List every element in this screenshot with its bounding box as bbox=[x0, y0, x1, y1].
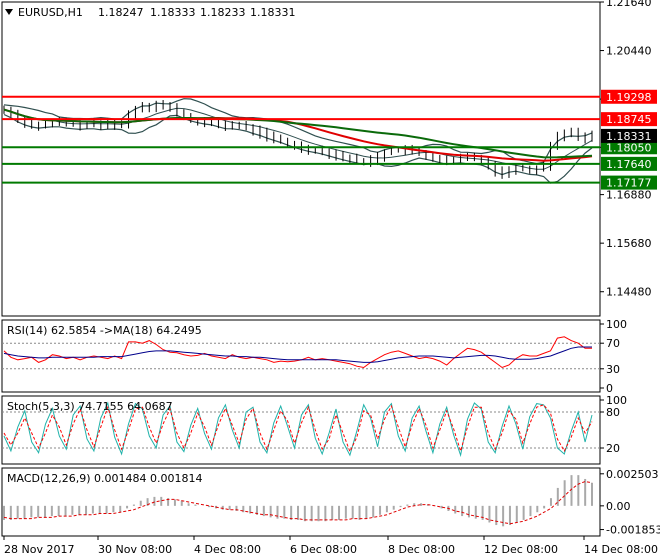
level-label: 1.18050 bbox=[606, 141, 652, 154]
level-label-box bbox=[601, 175, 657, 190]
rsi-y-tick-label: 100 bbox=[606, 318, 627, 331]
level-label-box bbox=[601, 112, 657, 127]
stoch-y-tick-label: 20 bbox=[606, 442, 620, 455]
rsi-y-tick-label: 70 bbox=[606, 337, 620, 350]
macd-title: MACD(12,26,9) 0.001484 0.001814 bbox=[7, 472, 203, 485]
bollinger-middle-line bbox=[3, 107, 593, 170]
price-y-tick-label: 1.15680 bbox=[606, 237, 652, 250]
rsi-pane[interactable] bbox=[1, 319, 601, 393]
level-label: 1.19298 bbox=[606, 91, 652, 104]
bollinger-lower-line bbox=[3, 113, 593, 184]
time-tick-label: 12 Dec 08:00 bbox=[484, 543, 558, 556]
stoch-pane[interactable] bbox=[1, 395, 601, 465]
level-label-box bbox=[601, 140, 657, 155]
time-tick-label: 14 Dec 08:00 bbox=[584, 543, 658, 556]
level-label: 1.18745 bbox=[606, 113, 652, 126]
current-price-box bbox=[601, 128, 657, 143]
time-tick-label: 4 Dec 08:00 bbox=[194, 543, 261, 556]
level-label: 1.17177 bbox=[606, 177, 652, 190]
ohlc-open: 1.18247 bbox=[98, 6, 144, 19]
rsi-marks: 100 70 30 0 bbox=[2, 318, 627, 395]
collapse-triangle-icon[interactable] bbox=[5, 9, 13, 15]
macd-y-tick-label: 0.00 bbox=[606, 500, 631, 513]
macd-y-tick-label: -0.001853 bbox=[606, 524, 660, 537]
time-tick-label: 28 Nov 2017 bbox=[4, 543, 74, 556]
current-price-label: 1.18331 bbox=[606, 130, 652, 143]
time-axis: 28 Nov 2017 30 Nov 08:00 4 Dec 08:00 6 Dec … bbox=[3, 536, 658, 556]
stoch-y-tick-label: 100 bbox=[606, 394, 627, 407]
rsi-title: RSI(14) 62.5854 ->MA(18) 64.2495 bbox=[7, 324, 202, 337]
price-y-tick-label: 1.21640 bbox=[606, 0, 652, 9]
level-label-box bbox=[601, 89, 657, 104]
macd-y-tick-label: 0.002503 bbox=[606, 468, 659, 481]
price-y-tick-label: 1.14480 bbox=[606, 286, 652, 299]
stoch-y-tick-label: 80 bbox=[606, 406, 620, 419]
rsi-series-line bbox=[3, 346, 592, 363]
price-title: EURUSD,H1 bbox=[18, 6, 83, 19]
rsi-y-tick-label: 0 bbox=[606, 382, 613, 395]
time-tick-label: 8 Dec 08:00 bbox=[388, 543, 455, 556]
level-label: 1.17640 bbox=[606, 158, 652, 171]
price-marks: 1.216401.204401.192401.180501.168801.156… bbox=[2, 0, 657, 299]
price-y-tick-label: 1.16880 bbox=[606, 189, 652, 202]
rsi-y-tick-label: 30 bbox=[606, 363, 620, 376]
time-tick-label: 30 Nov 08:00 bbox=[98, 543, 172, 556]
ohlc-close: 1.18331 bbox=[250, 6, 296, 19]
moving-average-green-line bbox=[3, 108, 593, 159]
time-tick-label: 6 Dec 08:00 bbox=[290, 543, 357, 556]
ohlc-low: 1.18233 bbox=[200, 6, 246, 19]
macd-marks: 0.002503 0.00 -0.001853 bbox=[3, 468, 660, 537]
price-y-tick-label: 1.20440 bbox=[606, 45, 652, 58]
rsi-series-line bbox=[3, 336, 592, 369]
ohlc-high: 1.18333 bbox=[150, 6, 196, 19]
stoch-title: Stoch(5,3,3) 74.7155 64.0687 bbox=[7, 400, 173, 413]
macd-pane[interactable] bbox=[1, 467, 601, 537]
level-label-box bbox=[601, 156, 657, 171]
